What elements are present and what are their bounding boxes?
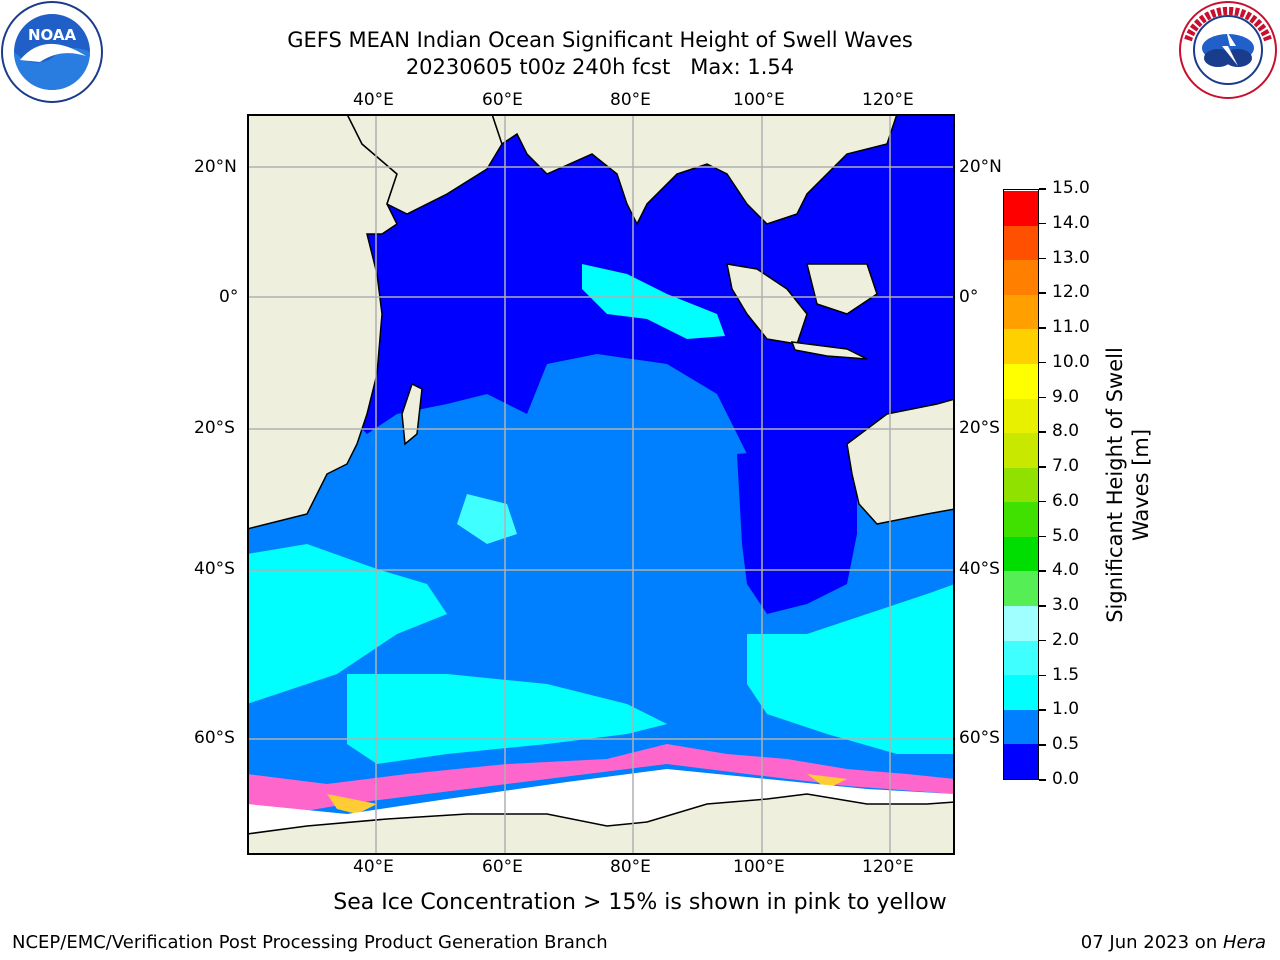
sea-ice-caption: Sea Ice Concentration > 15% is shown in … — [333, 890, 947, 915]
lon-tick-bottom-60e: 60°E — [482, 857, 523, 877]
colorbar-tick-mark — [1039, 431, 1046, 433]
colorbar-tick-label: 10.0 — [1052, 351, 1090, 372]
lon-tick-top-100e: 100°E — [733, 90, 785, 110]
colorbar-tick-label: 15.0 — [1052, 178, 1090, 198]
noaa-logo-text: NOAA — [28, 26, 77, 44]
colorbar-tick-mark — [1039, 327, 1046, 329]
colorbar-tick-label: 2.0 — [1052, 629, 1080, 650]
lon-tick-top-40e: 40°E — [353, 90, 394, 110]
colorbar-tick-label: 9.0 — [1052, 386, 1080, 407]
colorbar-tick-label: 3.0 — [1052, 595, 1080, 616]
lon-tick-bottom-40e: 40°E — [353, 857, 394, 877]
lon-tick-top-60e: 60°E — [482, 90, 523, 110]
colorbar-tick-mark — [1039, 188, 1046, 190]
colorbar-tick-label: 12.0 — [1052, 282, 1090, 303]
lon-tick-top-80e: 80°E — [610, 90, 651, 110]
colorbar-segment — [1004, 363, 1038, 399]
noaa-logo: NOAA — [0, 0, 104, 108]
lat-tick-right-20n: 20°N — [959, 157, 1002, 177]
colorbar-tick-label: 14.0 — [1052, 212, 1090, 233]
title-line-2: 20230605 t00z 240h fcst Max: 1.54 — [405, 55, 795, 79]
colorbar-segment — [1004, 536, 1038, 572]
colorbar-tick-mark — [1039, 535, 1046, 538]
colorbar-tick-mark — [1039, 779, 1046, 781]
colorbar-tick-mark — [1039, 570, 1046, 572]
colorbar-tick-mark — [1039, 292, 1046, 294]
colorbar-segment — [1004, 640, 1038, 676]
colorbar-tick-label: 13.0 — [1052, 247, 1090, 268]
colorbar-tick-label: 11.0 — [1052, 317, 1090, 338]
lat-tick-left-40s: 40°S — [194, 559, 235, 579]
colorbar-tick-label: 0.5 — [1052, 734, 1080, 755]
colorbar-segment — [1004, 744, 1038, 779]
footer-organization: NCEP/EMC/Verification Post Processing Pr… — [12, 932, 608, 953]
footer-date: 07 Jun 2023 on Hera — [1081, 932, 1266, 953]
colorbar-tick-label: 6.0 — [1052, 490, 1080, 511]
colorbar-tick-label: 8.0 — [1052, 421, 1080, 442]
lon-tick-bottom-120e: 120°E — [862, 857, 914, 877]
colorbar-tick-mark — [1039, 466, 1046, 468]
colorbar-segment — [1004, 260, 1038, 295]
colorbar-tick-mark — [1039, 605, 1046, 607]
colorbar-tick-mark — [1039, 500, 1046, 503]
colorbar-tick-mark — [1039, 639, 1046, 642]
colorbar-tick-mark — [1039, 674, 1046, 677]
colorbar-segment — [1004, 433, 1038, 468]
colorbar-label-line2: Waves [m] — [1129, 428, 1153, 542]
colorbar-segment — [1004, 191, 1038, 226]
colorbar-label: Significant Height of Swell Waves [m] — [1102, 347, 1154, 623]
colorbar-tick-mark — [1039, 709, 1046, 711]
colorbar-tick-label: 0.0 — [1052, 769, 1080, 789]
colorbar-tick-label: 1.5 — [1052, 664, 1080, 685]
lon-tick-bottom-80e: 80°E — [610, 857, 651, 877]
lon-tick-bottom-100e: 100°E — [733, 857, 785, 877]
colorbar-segment — [1004, 225, 1038, 261]
lat-tick-left-20s: 20°S — [194, 418, 235, 438]
lat-tick-right-0: 0° — [959, 287, 979, 307]
colorbar-segment — [1004, 675, 1038, 710]
footer-host: Hera — [1222, 932, 1266, 953]
map-panel — [246, 113, 956, 859]
colorbar-tick-label: 7.0 — [1052, 456, 1080, 477]
colorbar-segment — [1004, 467, 1038, 503]
swell-height-map — [246, 113, 956, 856]
colorbar-tick-mark — [1039, 222, 1046, 225]
lat-tick-left-60s: 60°S — [194, 728, 235, 748]
title-line-1: GEFS MEAN Indian Ocean Significant Heigh… — [287, 28, 913, 52]
nws-logo — [1178, 0, 1278, 104]
lat-tick-right-40s: 40°S — [959, 559, 1000, 579]
colorbar-segment — [1004, 709, 1038, 745]
colorbar-segment — [1004, 398, 1038, 434]
colorbar-tick-mark — [1039, 257, 1046, 260]
colorbar-tick-mark — [1039, 361, 1046, 364]
lat-tick-left-0: 0° — [219, 287, 239, 307]
colorbar-segment — [1004, 294, 1038, 330]
colorbar-segment — [1004, 502, 1038, 537]
lat-tick-right-60s: 60°S — [959, 728, 1000, 748]
colorbar — [1003, 189, 1039, 780]
colorbar-tick-label: 4.0 — [1052, 560, 1080, 581]
footer-date-text: 07 Jun 2023 on — [1080, 932, 1223, 953]
colorbar-tick-label: 5.0 — [1052, 525, 1080, 546]
lat-tick-left-20n: 20°N — [194, 157, 237, 177]
colorbar-segment — [1004, 329, 1038, 364]
lon-tick-top-120e: 120°E — [862, 90, 914, 110]
colorbar-label-line1: Significant Height of Swell — [1103, 347, 1127, 623]
colorbar-segment — [1004, 606, 1038, 641]
colorbar-tick-mark — [1039, 744, 1046, 746]
colorbar-tick-label: 1.0 — [1052, 699, 1080, 720]
colorbar-tick-mark — [1039, 396, 1046, 399]
colorbar-segment — [1004, 571, 1038, 607]
lat-tick-right-20s: 20°S — [959, 418, 1000, 438]
